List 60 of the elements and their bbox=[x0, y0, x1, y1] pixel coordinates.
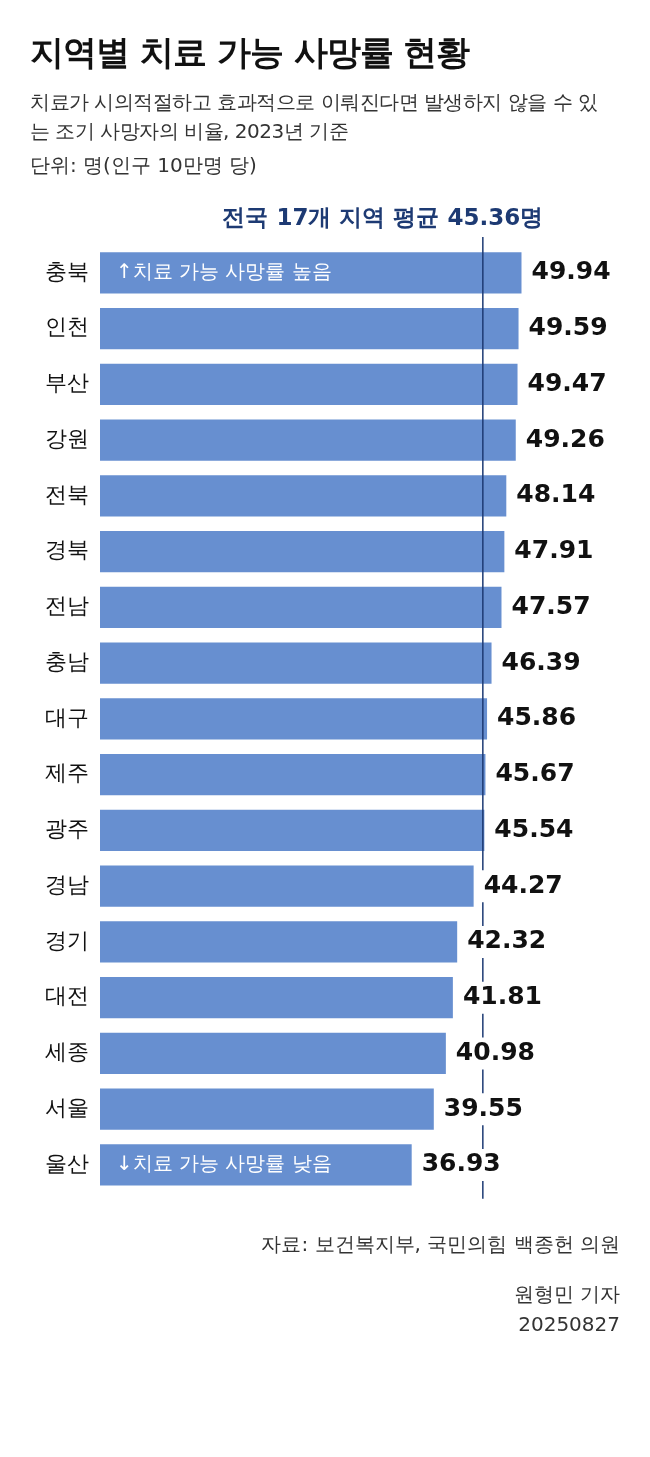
text: 원형민 기자 bbox=[512, 1281, 620, 1308]
y-tick-label: 경남 bbox=[45, 871, 89, 897]
y-tick-label: 인천 bbox=[45, 314, 89, 340]
y-tick-label: 전남 bbox=[45, 593, 89, 619]
bar bbox=[100, 531, 505, 573]
bar bbox=[100, 586, 502, 629]
y-tick-label: 충남 bbox=[45, 648, 89, 674]
data-label: 49.47 bbox=[527, 367, 607, 397]
y-tick-label: 울산 bbox=[45, 1150, 89, 1176]
data-label: 42.32 bbox=[467, 925, 547, 955]
y-tick-label: 경기 bbox=[45, 927, 89, 953]
data-label: 39.55 bbox=[443, 1092, 523, 1122]
ref-line-label: 전국 17개 지역 평균 45.36명 bbox=[222, 204, 544, 231]
y-tick-label: 대구 bbox=[45, 704, 89, 730]
bar bbox=[100, 252, 522, 294]
bar bbox=[100, 475, 507, 517]
data-label: 46.39 bbox=[501, 646, 581, 676]
bar bbox=[100, 809, 485, 852]
bar bbox=[100, 921, 458, 963]
y-tick-label: 제주 bbox=[45, 760, 89, 786]
data-label: 48.14 bbox=[516, 479, 596, 509]
bar bbox=[100, 419, 516, 461]
bar bbox=[100, 642, 492, 684]
y-tick-label: 부산 bbox=[45, 370, 89, 396]
data-label: 47.91 bbox=[514, 535, 594, 565]
bar bbox=[100, 865, 474, 907]
data-label: 49.26 bbox=[525, 423, 605, 453]
text: 자료: 보건복지부, 국민의힘 백종헌 의원 bbox=[260, 1231, 620, 1258]
data-label: 45.67 bbox=[495, 758, 575, 788]
bar bbox=[100, 1032, 446, 1075]
y-tick-label: 광주 bbox=[45, 816, 89, 842]
bar bbox=[100, 1088, 434, 1130]
y-tick-label: 대전 bbox=[45, 983, 89, 1009]
bar bbox=[100, 1144, 412, 1186]
text: 20250827 bbox=[517, 1311, 620, 1338]
data-label: 36.93 bbox=[421, 1148, 501, 1178]
bar bbox=[100, 977, 453, 1019]
data-label: 45.54 bbox=[494, 813, 574, 843]
data-label: 47.57 bbox=[511, 590, 591, 620]
y-tick-label: 전북 bbox=[45, 481, 89, 507]
bar bbox=[100, 754, 486, 796]
annotation: ↑치료 가능 사망률 높음 bbox=[116, 259, 332, 284]
data-label: 41.81 bbox=[462, 981, 542, 1011]
data-label: 49.59 bbox=[528, 312, 608, 342]
chart-subtitle: 치료가 시의적절하고 효과적으로 이뤄진다면 발생하지 않을 수 있는 조기 사망자의 비율, 2023년 기준 bbox=[30, 89, 599, 145]
data-label: 44.27 bbox=[483, 869, 563, 899]
bar bbox=[100, 308, 519, 350]
y-tick-label: 경북 bbox=[45, 537, 89, 563]
y-tick-label: 서울 bbox=[45, 1094, 89, 1120]
y-tick-label: 강원 bbox=[45, 425, 89, 451]
data-label: 49.94 bbox=[531, 256, 611, 286]
bar bbox=[100, 363, 518, 406]
y-tick-label: 충북 bbox=[45, 258, 89, 284]
y-tick-label: 세종 bbox=[45, 1039, 89, 1065]
data-label: 40.98 bbox=[455, 1036, 535, 1066]
text: 단위: 명(인구 10만명 당) bbox=[30, 152, 258, 179]
chart-title: 지역별 치료 가능 사망률 현황 bbox=[30, 31, 471, 74]
data-label: 45.86 bbox=[497, 702, 577, 732]
annotation: ↓치료 가능 사망률 낮음 bbox=[116, 1151, 332, 1176]
bar bbox=[100, 698, 488, 740]
